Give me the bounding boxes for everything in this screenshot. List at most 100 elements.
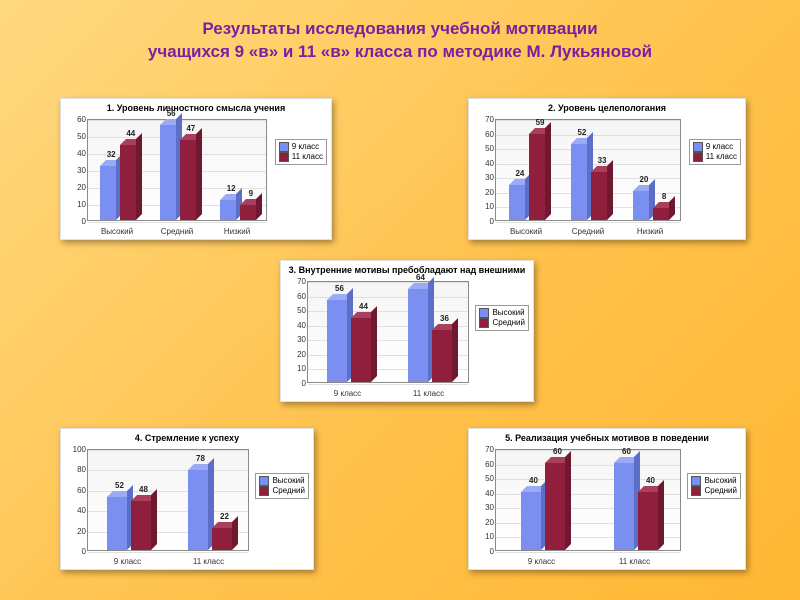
y-tick-label: 30 <box>476 173 494 182</box>
x-tick-label: Высокий <box>510 227 542 236</box>
bar <box>614 463 634 550</box>
chart-panel: 2. Уровень целепологания0102030405060702… <box>468 98 746 240</box>
bar <box>521 492 541 550</box>
gridline <box>308 282 468 283</box>
y-tick-label: 30 <box>68 166 86 175</box>
y-tick-label: 10 <box>476 532 494 541</box>
legend: ВысокийСредний <box>255 473 309 499</box>
legend: ВысокийСредний <box>687 473 741 499</box>
legend: 9 класс11 класс <box>689 139 741 165</box>
bar-value: 56 <box>167 109 176 118</box>
x-tick-label: Низкий <box>637 227 663 236</box>
bar <box>180 140 196 220</box>
gridline <box>88 222 266 223</box>
y-tick-label: 10 <box>68 200 86 209</box>
y-tick-label: 30 <box>476 503 494 512</box>
y-tick-label: 60 <box>68 115 86 124</box>
chart-panel: 1. Уровень личностного смысла учения0102… <box>60 98 332 240</box>
y-tick-label: 60 <box>288 292 306 301</box>
bar-value: 60 <box>622 447 631 456</box>
y-tick-label: 40 <box>288 321 306 330</box>
chart-title: 3. Внутренние мотивы пребобладают над вн… <box>281 261 533 277</box>
legend: ВысокийСредний <box>475 305 529 331</box>
y-tick-label: 60 <box>476 130 494 139</box>
y-tick-label: 20 <box>68 183 86 192</box>
chart-title: 2. Уровень целепологания <box>469 99 745 115</box>
chart-title: 5. Реализация учебных мотивов в поведени… <box>469 429 745 445</box>
y-tick-label: 70 <box>476 445 494 454</box>
x-tick-label: 11 класс <box>619 557 650 566</box>
bar-value: 56 <box>335 284 344 293</box>
title-line-2: учащихся 9 «в» и 11 «в» класса по методи… <box>0 41 800 64</box>
legend: 9 класс11 класс <box>275 139 327 165</box>
legend-item: 9 класс <box>279 142 323 152</box>
bar-value: 12 <box>227 184 236 193</box>
legend-label: Средний <box>492 318 525 328</box>
bar-value: 20 <box>639 175 648 184</box>
legend-swatch <box>693 152 703 162</box>
x-tick-label: 9 класс <box>114 557 141 566</box>
legend-label: Высокий <box>704 476 736 486</box>
gridline <box>88 450 248 451</box>
x-tick-label: Средний <box>161 227 194 236</box>
legend-item: Высокий <box>691 476 737 486</box>
y-tick-label: 20 <box>476 188 494 197</box>
chart-panel: 3. Внутренние мотивы пребобладают над вн… <box>280 260 534 402</box>
bar <box>240 205 256 220</box>
y-tick-label: 60 <box>476 460 494 469</box>
gridline <box>88 470 248 471</box>
bar-value: 8 <box>662 192 666 201</box>
bar-value: 64 <box>416 273 425 282</box>
plot-area: 02040608010052487822 <box>87 449 249 551</box>
bar-value: 22 <box>220 512 229 521</box>
title-line-1: Результаты исследования учебной мотиваци… <box>0 18 800 41</box>
bar <box>591 172 607 220</box>
gridline <box>496 450 680 451</box>
legend-item: 11 класс <box>279 152 323 162</box>
y-tick-label: 0 <box>288 379 306 388</box>
y-tick-label: 10 <box>476 202 494 211</box>
x-tick-label: 11 класс <box>193 557 224 566</box>
legend-label: Высокий <box>492 308 524 318</box>
bar <box>327 300 347 382</box>
legend-swatch <box>693 142 703 152</box>
y-tick-label: 40 <box>68 506 86 515</box>
legend-item: 9 класс <box>693 142 737 152</box>
bar <box>408 289 428 382</box>
bar-value: 40 <box>646 476 655 485</box>
y-tick-label: 0 <box>476 547 494 556</box>
legend-swatch <box>259 476 269 486</box>
bar-value: 36 <box>440 314 449 323</box>
plot-area: 010203040506032445647129 <box>87 119 267 221</box>
page-title: Результаты исследования учебной мотиваци… <box>0 18 800 64</box>
bar <box>160 125 176 220</box>
bar <box>633 191 649 220</box>
bar <box>638 492 658 550</box>
bar <box>351 318 371 382</box>
gridline <box>496 222 680 223</box>
legend-item: Высокий <box>259 476 305 486</box>
y-tick-label: 20 <box>288 350 306 359</box>
bar-value: 44 <box>126 129 135 138</box>
legend-label: 9 класс <box>706 142 733 152</box>
chart-title: 1. Уровень личностного смысла учения <box>61 99 331 115</box>
legend-label: 9 класс <box>292 142 319 152</box>
gridline <box>496 465 680 466</box>
y-tick-label: 70 <box>288 277 306 286</box>
bar <box>571 144 587 220</box>
y-tick-label: 0 <box>476 217 494 226</box>
legend-swatch <box>479 308 489 318</box>
y-tick-label: 20 <box>68 527 86 536</box>
y-tick-label: 20 <box>476 518 494 527</box>
bar <box>509 185 525 220</box>
legend-item: Средний <box>479 318 525 328</box>
bar-value: 48 <box>139 485 148 494</box>
legend-label: Средний <box>704 486 737 496</box>
bar-value: 40 <box>529 476 538 485</box>
y-tick-label: 50 <box>476 474 494 483</box>
y-tick-label: 0 <box>68 217 86 226</box>
bar-value: 52 <box>115 481 124 490</box>
gridline <box>496 120 680 121</box>
legend-swatch <box>479 318 489 328</box>
x-tick-label: 9 класс <box>528 557 555 566</box>
